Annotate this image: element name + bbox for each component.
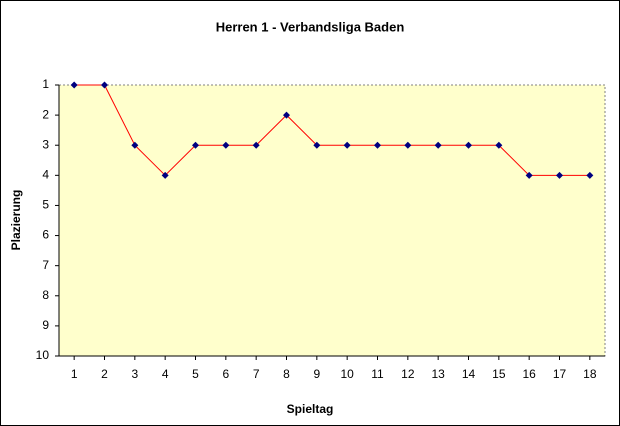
x-axis-title: Spieltag	[287, 402, 334, 416]
y-tick-label: 6	[42, 228, 49, 242]
x-tick-label: 4	[162, 367, 169, 381]
data-point	[495, 141, 503, 149]
data-point	[101, 81, 108, 89]
chart-title: Herren 1 - Verbandsliga Baden	[216, 19, 405, 34]
x-tick-label: 12	[401, 367, 415, 381]
y-tick-label: 2	[42, 107, 49, 121]
x-tick-label: 16	[522, 367, 536, 381]
data-point	[586, 171, 594, 179]
y-tick-label: 8	[42, 288, 49, 302]
data-point	[404, 141, 412, 149]
x-tick-label: 13	[431, 367, 445, 381]
data-line	[74, 84, 590, 177]
x-tick-label: 9	[313, 367, 320, 381]
data-point	[313, 141, 321, 149]
x-tick-label: 10	[340, 367, 354, 381]
plot-area	[58, 84, 606, 357]
data-point	[374, 141, 381, 149]
x-tick-label: 14	[462, 367, 476, 381]
x-tick-label: 15	[492, 367, 506, 381]
x-tick-label: 2	[101, 367, 108, 381]
x-tick-label: 6	[222, 367, 229, 381]
x-tick-label: 1	[71, 367, 78, 381]
x-tick-label: 7	[253, 367, 260, 381]
data-point	[465, 141, 472, 149]
y-tick-label: 7	[42, 258, 49, 272]
data-point	[161, 171, 169, 179]
y-tick-label: 5	[42, 198, 49, 212]
y-tick-label: 10	[36, 348, 50, 362]
data-point	[192, 141, 199, 149]
data-point	[556, 171, 563, 179]
x-tick-label: 17	[553, 367, 567, 381]
data-point	[343, 141, 351, 149]
y-axis-title: Plazierung	[9, 190, 23, 251]
y-tick-label: 1	[42, 77, 49, 91]
y-tick-label: 3	[42, 137, 49, 151]
x-tick-label: 18	[583, 367, 597, 381]
y-tick-label: 4	[42, 168, 49, 182]
x-tick-label: 8	[283, 367, 290, 381]
data-point	[70, 81, 78, 89]
x-tick-label: 3	[131, 367, 138, 381]
x-tick-label: 11	[371, 367, 384, 381]
y-tick-label: 9	[42, 318, 49, 332]
data-point	[525, 171, 533, 179]
data-point	[222, 141, 230, 149]
data-point	[283, 111, 290, 119]
data-point	[434, 141, 442, 149]
data-point	[252, 141, 260, 149]
x-tick-label: 5	[192, 367, 199, 381]
data-point	[131, 141, 139, 149]
